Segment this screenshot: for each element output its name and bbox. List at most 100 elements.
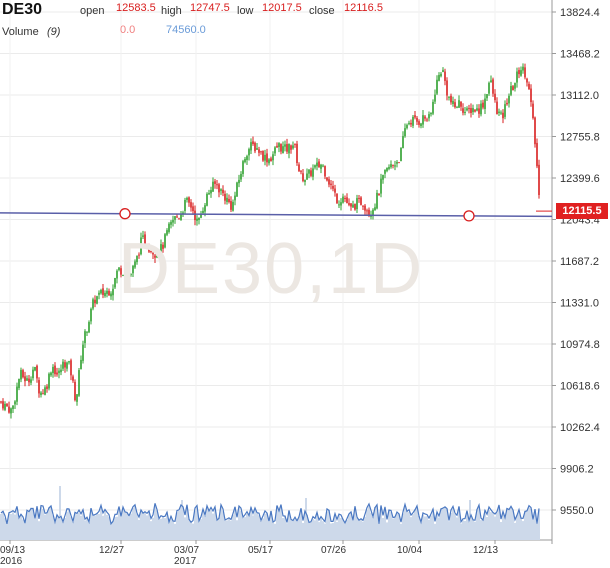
candle-body [282,146,284,154]
candle-body [294,143,296,145]
candle-body [520,70,522,76]
candle-body [328,179,330,185]
candle-body [46,386,48,389]
candle-body [300,170,302,172]
candle-body [278,143,280,148]
candle-body [190,202,192,208]
candle-body [116,270,118,279]
candle-body [370,215,372,217]
candle-body [110,293,112,297]
candle-body [144,234,146,246]
candle-body [72,376,74,381]
candle-body [4,403,6,410]
close-label: close [309,5,335,17]
candle-body [80,359,82,370]
candle-body [466,108,468,111]
candle-body [410,122,412,125]
candle-body [172,220,174,223]
candle-body [98,292,100,295]
candle-body [362,205,364,207]
candle-body [8,406,10,413]
candle-body [468,108,470,110]
high-label: high [161,5,182,17]
candle-body [360,197,362,205]
candle-body [288,143,290,154]
candle-body [418,121,420,125]
candle-body [340,202,342,206]
candle-body [408,122,410,125]
candle-body [56,372,58,375]
candle-body [50,372,52,376]
y-tick-label: 9906.2 [560,464,594,476]
y-tick-label: 10262.4 [560,422,600,434]
candle-body [142,235,144,237]
candle-body [152,253,154,255]
candle-body [348,203,350,205]
candle-body [302,173,304,181]
candle-body [186,197,188,200]
volume-period: (9) [47,26,61,38]
candle-body [412,116,414,126]
candle-body [470,108,472,113]
candle-body [482,102,484,108]
candle-body [338,204,340,206]
candle-body [428,114,430,119]
candle-body [64,362,66,368]
candle-body [94,299,96,304]
candle-body [60,369,62,373]
candle-body [502,112,504,119]
trendline-handle-left[interactable] [119,208,131,220]
candle-body [464,111,466,113]
candle-body [102,288,104,295]
candle-body [480,103,482,115]
candle-body [36,365,38,379]
candle-body [314,165,316,168]
candle-body [124,275,126,277]
candle-body [492,79,494,94]
candle-body [430,112,432,115]
candle-body [332,185,334,189]
candle-body [452,100,454,104]
candle-body [380,178,382,194]
candle-body [254,142,256,152]
candle-body [404,128,406,137]
candle-body [30,379,32,383]
candle-body [530,88,532,103]
candle-body [446,80,448,96]
candle-body [478,108,480,114]
candle-body [284,144,286,147]
candle-body [16,386,18,402]
candle-body [494,93,496,101]
candle-body [510,85,512,95]
candle-body [472,108,474,113]
candle-body [90,308,92,322]
candle-body [244,158,246,163]
candle-body [96,296,98,304]
candle-body [130,273,132,275]
candle-body [54,365,56,375]
candle-body [28,378,30,383]
candle-body [310,170,312,176]
current-price-tag: 12115.5 [556,203,608,219]
candle-body [320,164,322,169]
candle-body [178,218,180,220]
x-tick-label: 12/13 [473,545,498,556]
trendline-handle-right[interactable] [463,210,475,222]
candle-body [62,361,64,369]
candle-body [160,244,162,256]
candle-body [342,196,344,203]
y-tick-label: 13112.0 [560,90,599,102]
candle-body [436,79,438,94]
candle-body [396,161,398,164]
candle-body [424,116,426,119]
candle-body [336,193,338,204]
candle-body [512,86,514,91]
candle-body [128,274,130,276]
candle-body [460,101,462,107]
trendline[interactable] [0,212,553,218]
candle-body [206,193,208,206]
candle-body [100,290,102,294]
candle-body [66,362,68,369]
candle-body [70,360,72,376]
